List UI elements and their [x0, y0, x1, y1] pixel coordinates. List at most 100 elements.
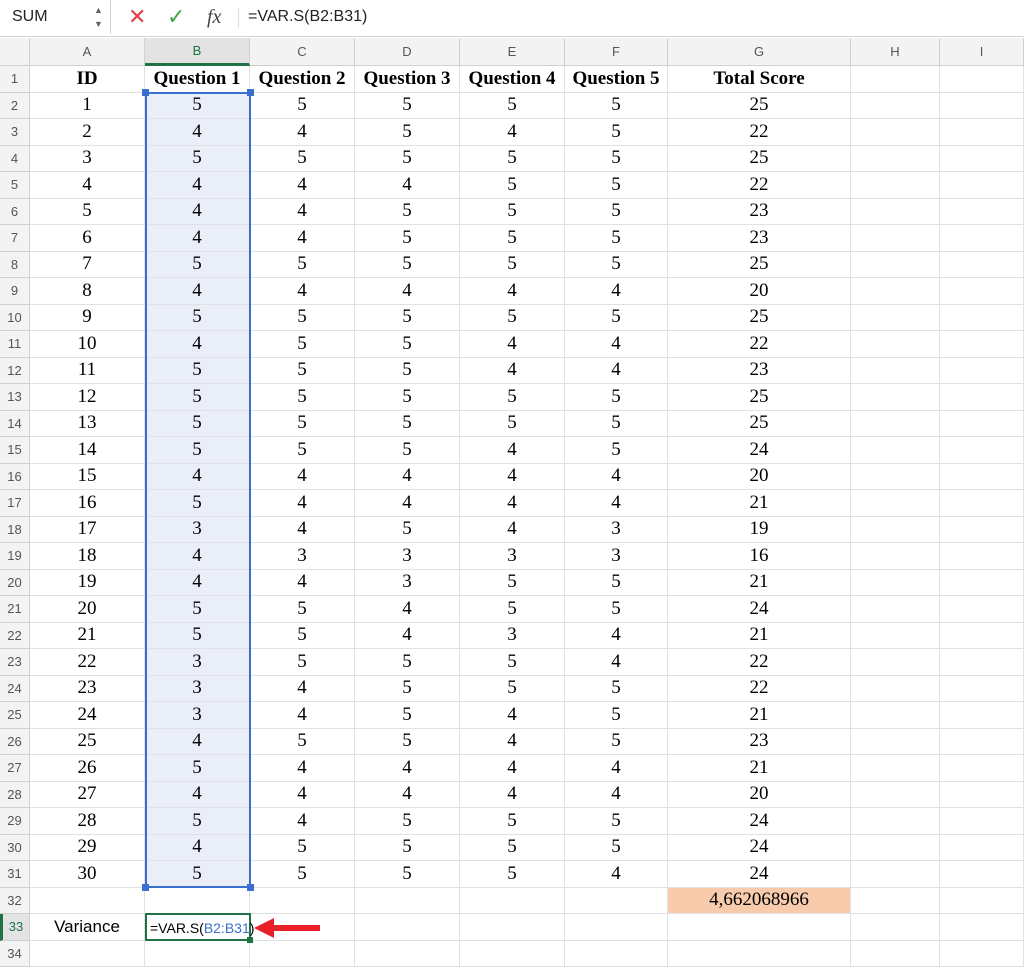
- cell-C4[interactable]: 5: [250, 145, 355, 172]
- cell-A16[interactable]: 15: [30, 463, 145, 490]
- cell-F12[interactable]: 4: [565, 357, 668, 384]
- cell-D31[interactable]: 5: [355, 861, 460, 888]
- cell-E24[interactable]: 5: [460, 675, 565, 702]
- cell-A8[interactable]: 7: [30, 251, 145, 278]
- cell-C20[interactable]: 4: [250, 569, 355, 596]
- cell-A11[interactable]: 10: [30, 331, 145, 358]
- cell-D34[interactable]: [355, 940, 460, 967]
- cell-A14[interactable]: 13: [30, 410, 145, 437]
- cell-A19[interactable]: 18: [30, 543, 145, 570]
- cell-D22[interactable]: 4: [355, 622, 460, 649]
- cell-G34[interactable]: [668, 940, 851, 967]
- cell-F20[interactable]: 5: [565, 569, 668, 596]
- row-header-22[interactable]: 22: [0, 622, 30, 649]
- cell-B10[interactable]: 5: [145, 304, 250, 331]
- column-header-C[interactable]: C: [250, 38, 355, 66]
- cell-H24[interactable]: [851, 675, 940, 702]
- row-header-21[interactable]: 21: [0, 596, 30, 623]
- cell-E26[interactable]: 4: [460, 728, 565, 755]
- cell-C24[interactable]: 4: [250, 675, 355, 702]
- cell-I26[interactable]: [940, 728, 1024, 755]
- cell-B22[interactable]: 5: [145, 622, 250, 649]
- cell-E18[interactable]: 4: [460, 516, 565, 543]
- cell-H3[interactable]: [851, 119, 940, 146]
- row-header-15[interactable]: 15: [0, 437, 30, 464]
- cell-F34[interactable]: [565, 940, 668, 967]
- cell-E33[interactable]: [460, 914, 565, 941]
- cell-B20[interactable]: 4: [145, 569, 250, 596]
- cell-B34[interactable]: [145, 940, 250, 967]
- cell-D14[interactable]: 5: [355, 410, 460, 437]
- cell-G30[interactable]: 24: [668, 834, 851, 861]
- cell-D30[interactable]: 5: [355, 834, 460, 861]
- cell-C26[interactable]: 5: [250, 728, 355, 755]
- formula-input[interactable]: =VAR.S(B2:B31): [248, 8, 368, 25]
- cell-F8[interactable]: 5: [565, 251, 668, 278]
- cell-E28[interactable]: 4: [460, 781, 565, 808]
- cell-I23[interactable]: [940, 649, 1024, 676]
- row-header-19[interactable]: 19: [0, 543, 30, 570]
- cell-E29[interactable]: 5: [460, 808, 565, 835]
- cell-C30[interactable]: 5: [250, 834, 355, 861]
- cell-I17[interactable]: [940, 490, 1024, 517]
- cell-F26[interactable]: 5: [565, 728, 668, 755]
- cell-E31[interactable]: 5: [460, 861, 565, 888]
- cell-C23[interactable]: 5: [250, 649, 355, 676]
- x-icon[interactable]: ✕: [128, 4, 147, 29]
- cell-F30[interactable]: 5: [565, 834, 668, 861]
- row-header-32[interactable]: 32: [0, 887, 30, 914]
- cell-G5[interactable]: 22: [668, 172, 851, 199]
- cell-H13[interactable]: [851, 384, 940, 411]
- cell-G7[interactable]: 23: [668, 225, 851, 252]
- cell-B11[interactable]: 4: [145, 331, 250, 358]
- row-header-7[interactable]: 7: [0, 225, 30, 252]
- up-arrow-icon[interactable]: ▲: [94, 5, 103, 15]
- cell-C28[interactable]: 4: [250, 781, 355, 808]
- cell-A2[interactable]: 1: [30, 92, 145, 119]
- row-header-11[interactable]: 11: [0, 331, 30, 358]
- cell-H9[interactable]: [851, 278, 940, 305]
- cell-I21[interactable]: [940, 596, 1024, 623]
- name-box[interactable]: SUM ▲ ▼: [0, 0, 111, 34]
- cell-D7[interactable]: 5: [355, 225, 460, 252]
- cell-I20[interactable]: [940, 569, 1024, 596]
- cell-H16[interactable]: [851, 463, 940, 490]
- cell-D8[interactable]: 5: [355, 251, 460, 278]
- cell-H20[interactable]: [851, 569, 940, 596]
- row-header-14[interactable]: 14: [0, 410, 30, 437]
- cell-I13[interactable]: [940, 384, 1024, 411]
- cell-D29[interactable]: 5: [355, 808, 460, 835]
- row-header-30[interactable]: 30: [0, 834, 30, 861]
- cell-E10[interactable]: 5: [460, 304, 565, 331]
- cell-E34[interactable]: [460, 940, 565, 967]
- cell-H31[interactable]: [851, 861, 940, 888]
- cell-C9[interactable]: 4: [250, 278, 355, 305]
- selection-handle[interactable]: [142, 88, 149, 96]
- row-header-17[interactable]: 17: [0, 490, 30, 517]
- cell-A23[interactable]: 22: [30, 649, 145, 676]
- cell-A33[interactable]: Variance: [30, 914, 145, 941]
- column-header-H[interactable]: H: [851, 38, 940, 66]
- row-header-2[interactable]: 2: [0, 92, 30, 119]
- cell-C16[interactable]: 4: [250, 463, 355, 490]
- cell-C32[interactable]: [250, 887, 355, 914]
- cell-F31[interactable]: 4: [565, 861, 668, 888]
- cell-D27[interactable]: 4: [355, 755, 460, 782]
- cell-E6[interactable]: 5: [460, 198, 565, 225]
- cell-E17[interactable]: 4: [460, 490, 565, 517]
- cell-E14[interactable]: 5: [460, 410, 565, 437]
- cell-F27[interactable]: 4: [565, 755, 668, 782]
- cell-B13[interactable]: 5: [145, 384, 250, 411]
- cell-B17[interactable]: 5: [145, 490, 250, 517]
- cell-B27[interactable]: 5: [145, 755, 250, 782]
- cell-I8[interactable]: [940, 251, 1024, 278]
- cell-G22[interactable]: 21: [668, 622, 851, 649]
- cell-B21[interactable]: 5: [145, 596, 250, 623]
- cell-I14[interactable]: [940, 410, 1024, 437]
- cell-C17[interactable]: 4: [250, 490, 355, 517]
- cell-I15[interactable]: [940, 437, 1024, 464]
- cell-A21[interactable]: 20: [30, 596, 145, 623]
- cell-I7[interactable]: [940, 225, 1024, 252]
- check-icon[interactable]: ✓: [167, 4, 186, 29]
- cell-B15[interactable]: 5: [145, 437, 250, 464]
